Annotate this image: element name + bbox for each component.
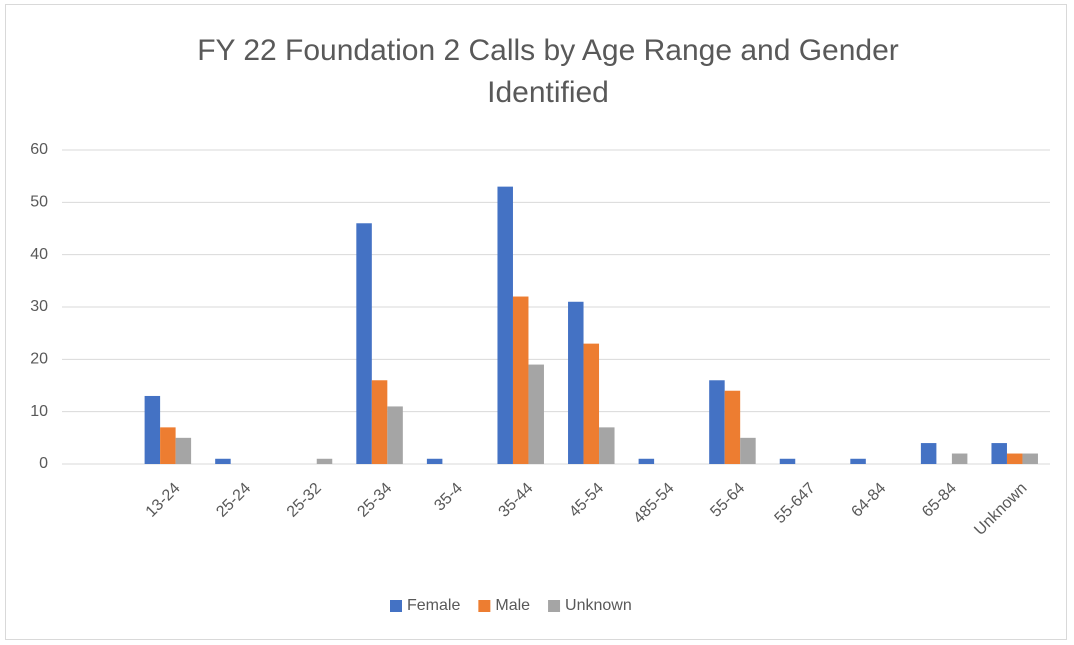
legend-label: Unknown bbox=[565, 597, 632, 614]
x-tick-label: 35-4 bbox=[431, 480, 466, 515]
bar bbox=[175, 437, 192, 464]
y-tick-label: 0 bbox=[39, 455, 48, 472]
bar bbox=[316, 458, 333, 464]
legend-swatch bbox=[478, 600, 491, 612]
bar bbox=[920, 443, 937, 464]
bar bbox=[160, 427, 176, 464]
bar bbox=[144, 395, 161, 464]
y-tick-label: 30 bbox=[30, 298, 48, 315]
bar bbox=[779, 458, 796, 464]
bar bbox=[356, 223, 372, 464]
bar bbox=[387, 406, 403, 464]
x-tick-label: 65-84 bbox=[919, 480, 960, 521]
x-tick-label: 45-54 bbox=[566, 480, 607, 521]
x-tick-label: 25-32 bbox=[284, 480, 325, 521]
x-tick-label: Unknown bbox=[971, 480, 1030, 539]
y-tick-label: 60 bbox=[30, 141, 48, 158]
bar bbox=[740, 437, 756, 464]
x-tick-label: 485-54 bbox=[630, 480, 677, 527]
x-tick-label: 64-84 bbox=[848, 480, 889, 521]
legend-swatch bbox=[390, 600, 402, 612]
y-tick-label: 50 bbox=[30, 194, 48, 211]
bar bbox=[512, 296, 529, 464]
y-tick-label: 10 bbox=[30, 403, 48, 420]
x-tick-label: 35-44 bbox=[496, 480, 537, 521]
legend-swatch bbox=[548, 600, 561, 612]
chart-border bbox=[5, 4, 1067, 640]
bar bbox=[599, 427, 615, 464]
bar bbox=[426, 458, 443, 464]
x-tick-label: 25-34 bbox=[354, 480, 395, 521]
bar bbox=[991, 443, 1007, 464]
bar bbox=[1022, 453, 1038, 464]
legend-label: Female bbox=[407, 597, 460, 614]
bar bbox=[371, 380, 388, 464]
x-tick-label: 25-24 bbox=[213, 480, 254, 521]
bar bbox=[583, 343, 600, 464]
bar bbox=[568, 301, 584, 464]
legend-label: Male bbox=[495, 597, 530, 614]
x-tick-label: 55-64 bbox=[707, 480, 748, 521]
x-tick-label: 55-647 bbox=[772, 480, 819, 527]
bar bbox=[528, 364, 544, 464]
x-tick-label: 13-24 bbox=[143, 480, 184, 521]
y-tick-label: 20 bbox=[30, 351, 48, 368]
bar bbox=[497, 186, 513, 464]
bar bbox=[951, 453, 968, 464]
bar bbox=[709, 380, 725, 464]
chart-title: FY 22 Foundation 2 Calls by Age Range an… bbox=[197, 34, 899, 109]
bar bbox=[850, 458, 866, 464]
bar bbox=[724, 390, 741, 464]
bar bbox=[638, 458, 655, 464]
bar bbox=[1006, 453, 1023, 464]
y-tick-label: 40 bbox=[30, 246, 48, 263]
bar bbox=[215, 458, 231, 464]
